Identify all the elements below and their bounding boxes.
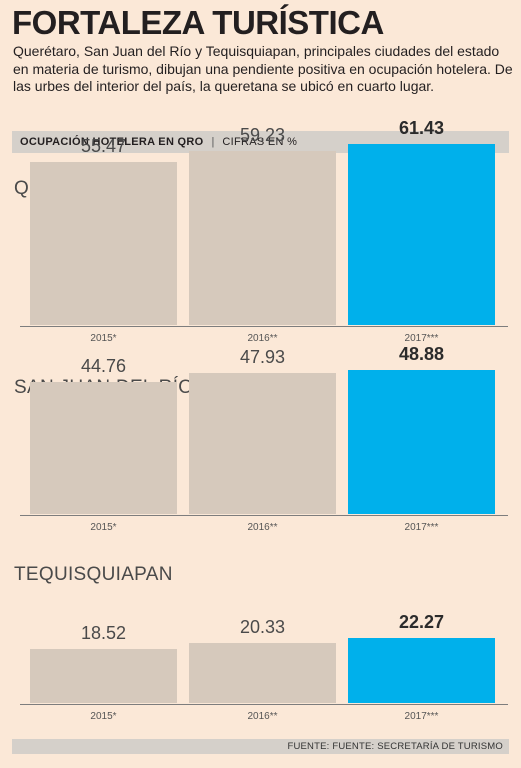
- x-tick-label: 2016**: [247, 333, 278, 344]
- chart-baseline: [20, 326, 508, 327]
- chart-baseline: [20, 704, 508, 705]
- chart-bar: [189, 643, 336, 703]
- data-label: 59.23: [239, 124, 286, 145]
- source-text: FUENTE: FUENTE: SECRETARÍA DE TURISMO: [287, 741, 503, 752]
- x-tick-label: 2015*: [90, 522, 117, 533]
- data-label: 47.93: [239, 347, 286, 368]
- x-tick-label: 2017***: [404, 333, 439, 344]
- chart-bar: [348, 637, 495, 703]
- chart-bar: [30, 161, 177, 325]
- data-label: 20.33: [239, 617, 286, 638]
- x-tick-label: 2016**: [247, 522, 278, 533]
- x-tick-label: 2017***: [404, 522, 439, 533]
- data-label: 22.27: [398, 611, 445, 632]
- chart-bar: [30, 648, 177, 703]
- x-tick-label: 2016**: [247, 711, 278, 722]
- chart-baseline: [20, 515, 508, 516]
- chart-bar: [348, 370, 495, 514]
- data-label: 18.52: [80, 622, 127, 643]
- page-subtitle: Querétaro, San Juan del Río y Tequisquia…: [13, 43, 513, 94]
- x-tick-label: 2015*: [90, 711, 117, 722]
- band-label: OCUPACIÓN HOTELERA EN QRO: [20, 136, 204, 148]
- header-band: OCUPACIÓN HOTELERA EN QRO | CIFRAS EN %: [12, 131, 509, 153]
- band-unit: CIFRAS EN %: [222, 136, 298, 148]
- x-tick-label: 2015*: [90, 333, 117, 344]
- chart-bar: [189, 150, 336, 325]
- x-tick-label: 2017***: [404, 711, 439, 722]
- page-title: FORTALEZA TURÍSTICA: [12, 4, 384, 41]
- data-label: 55.47: [80, 135, 127, 156]
- chart-bar: [189, 373, 336, 514]
- chart-bar: [30, 382, 177, 514]
- chart-bar: [348, 144, 495, 325]
- data-label: 44.76: [80, 356, 127, 377]
- data-label: 61.43: [398, 118, 445, 139]
- data-label: 48.88: [398, 344, 445, 365]
- chart-title: TEQUISQUIAPAN: [14, 564, 173, 585]
- source-note: FUENTE: FUENTE: SECRETARÍA DE TURISMO: [12, 739, 509, 754]
- band-separator: |: [211, 136, 215, 148]
